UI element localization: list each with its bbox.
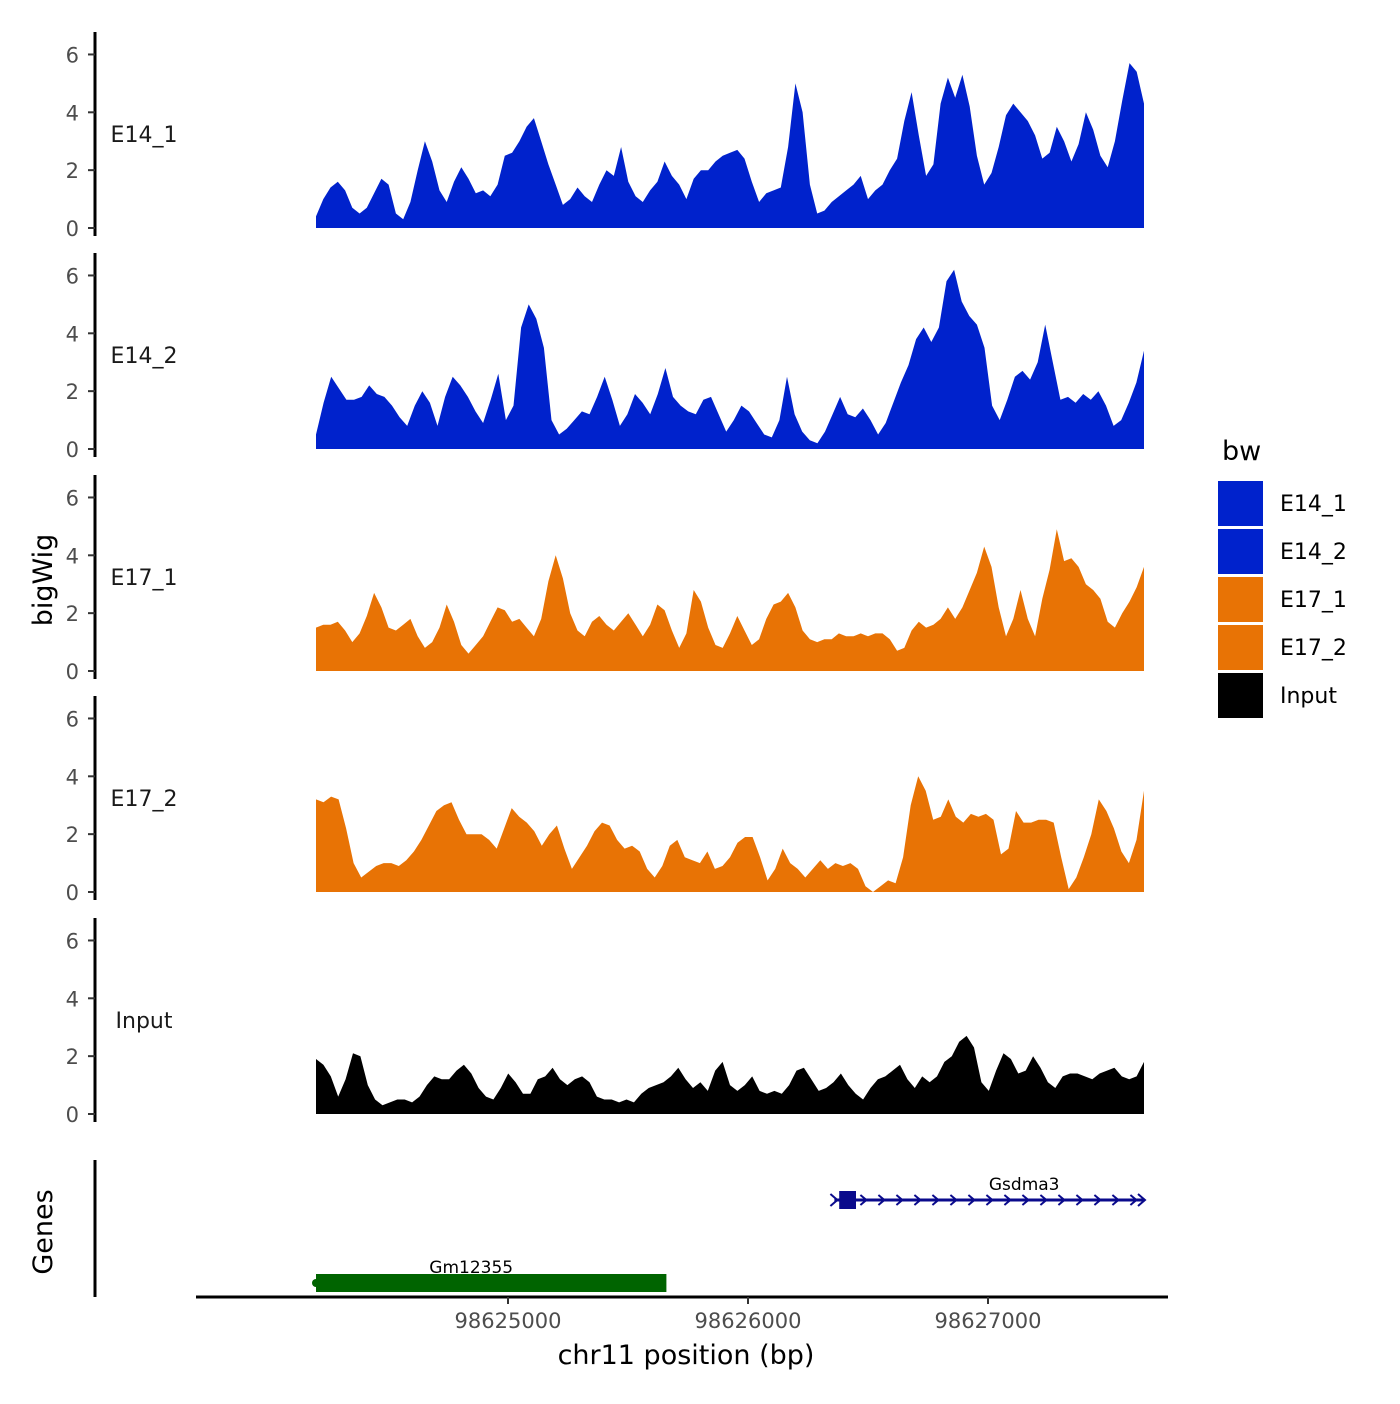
legend-swatch: [1218, 577, 1263, 622]
y-axis-title: bigWig: [28, 534, 59, 627]
strand-arrow: [931, 1194, 940, 1206]
strand-arrow: [829, 1193, 839, 1207]
legend-title: bw: [1222, 436, 1261, 467]
strand-arrow: [877, 1194, 886, 1206]
signal-area: [316, 269, 1144, 449]
track-label: E14_1: [111, 123, 178, 148]
y-tick-label: 4: [66, 765, 79, 789]
y-tick-label: 2: [66, 1045, 79, 1069]
track-panel-e17-2: 0 2 4 6 E17_2: [66, 696, 1144, 905]
x-tick-label: 98625000: [455, 1309, 562, 1333]
y-tick-label: 2: [66, 602, 79, 626]
strand-arrow: [949, 1194, 958, 1206]
y-tick-label: 2: [66, 380, 79, 404]
legend-item-e14-2: E14_2: [1218, 529, 1347, 574]
y-tick-label: 0: [66, 1103, 79, 1127]
legend: bw E14_1 E14_2 E17_1 E17_2 Input: [1218, 436, 1347, 718]
gene-exon: [316, 1274, 667, 1292]
track-label: E17_1: [111, 566, 178, 591]
legend-swatch: [1218, 673, 1263, 718]
strand-arrow: [1075, 1194, 1084, 1206]
gene-exon: [839, 1191, 856, 1209]
genes-layer: Gsdma3 Gm12355: [93, 1160, 1147, 1297]
strand-arrow: [859, 1194, 868, 1206]
track-label: Input: [116, 1009, 173, 1034]
strand-arrow: [985, 1194, 994, 1206]
signal-area: [316, 63, 1144, 228]
legend-label: E17_2: [1280, 636, 1347, 661]
y-tick-label: 0: [66, 217, 79, 241]
tracks-layer: 0 2 4 6 E14_1 0 2 4 6 E14_2 0 2 4 6 E17_1 0 2 4 6 E17_2 0 2 4 6…: [66, 32, 1144, 1127]
signal-area: [316, 529, 1144, 671]
legend-item-e17-1: E17_1: [1218, 577, 1347, 622]
legend-swatch: [1218, 481, 1263, 526]
strand-arrow: [1057, 1194, 1066, 1206]
x-tick-label: 98627000: [935, 1309, 1042, 1333]
strand-arrow: [913, 1194, 922, 1206]
y-tick-label: 4: [66, 544, 79, 568]
x-axis: 98625000 98626000 98627000: [196, 1295, 1168, 1333]
y-tick-label: 2: [66, 159, 79, 183]
y-tick-label: 6: [66, 264, 79, 288]
track-label: E14_2: [111, 344, 178, 369]
strand-arrow: [1093, 1194, 1102, 1206]
strand-arrow: [895, 1194, 904, 1206]
gene-gsdma3: Gsdma3: [829, 1175, 1147, 1209]
legend-label: E17_1: [1280, 588, 1347, 613]
track-panel-e14-2: 0 2 4 6 E14_2: [66, 253, 1144, 462]
y-tick-label: 4: [66, 101, 79, 125]
y-tick-label: 6: [66, 929, 79, 953]
strand-arrow: [1111, 1194, 1120, 1206]
track-label: E17_2: [111, 787, 178, 812]
x-tick-label: 98626000: [695, 1309, 802, 1333]
gene-start-marker: [312, 1279, 320, 1287]
strand-arrow: [967, 1194, 976, 1206]
legend-item-e14-1: E14_1: [1218, 481, 1347, 526]
legend-label: Input: [1280, 684, 1337, 709]
y-tick-label: 2: [66, 823, 79, 847]
strand-arrow: [1021, 1194, 1030, 1206]
y-tick-label: 0: [66, 881, 79, 905]
track-panel-e17-1: 0 2 4 6 E17_1: [66, 475, 1144, 684]
gene-label: Gm12355: [429, 1258, 513, 1278]
track-panel-input: 0 2 4 6 Input: [66, 918, 1144, 1127]
y-tick-label: 0: [66, 660, 79, 684]
legend-item-input: Input: [1218, 673, 1337, 718]
y-tick-label: 4: [66, 322, 79, 346]
gene-gm12355: Gm12355: [312, 1258, 667, 1292]
gene-label: Gsdma3: [989, 1175, 1060, 1195]
strand-arrow: [1137, 1193, 1147, 1207]
legend-swatch: [1218, 529, 1263, 574]
legend-swatch: [1218, 625, 1263, 670]
strand-arrow: [1039, 1194, 1048, 1206]
y-tick-label: 6: [66, 707, 79, 731]
legend-label: E14_2: [1280, 540, 1347, 565]
x-axis-title: chr11 position (bp): [558, 1340, 815, 1371]
signal-area: [316, 1035, 1144, 1114]
strand-arrow: [1003, 1194, 1012, 1206]
track-panel-e14-1: 0 2 4 6 E14_1: [66, 32, 1144, 241]
y-tick-label: 0: [66, 438, 79, 462]
signal-area: [316, 776, 1144, 892]
legend-item-e17-2: E17_2: [1218, 625, 1347, 670]
y-tick-label: 4: [66, 987, 79, 1011]
strand-arrow: [1129, 1194, 1138, 1206]
legend-label: E14_1: [1280, 492, 1347, 517]
genes-axis-title: Genes: [28, 1189, 59, 1274]
y-tick-label: 6: [66, 43, 79, 67]
y-tick-label: 6: [66, 486, 79, 510]
